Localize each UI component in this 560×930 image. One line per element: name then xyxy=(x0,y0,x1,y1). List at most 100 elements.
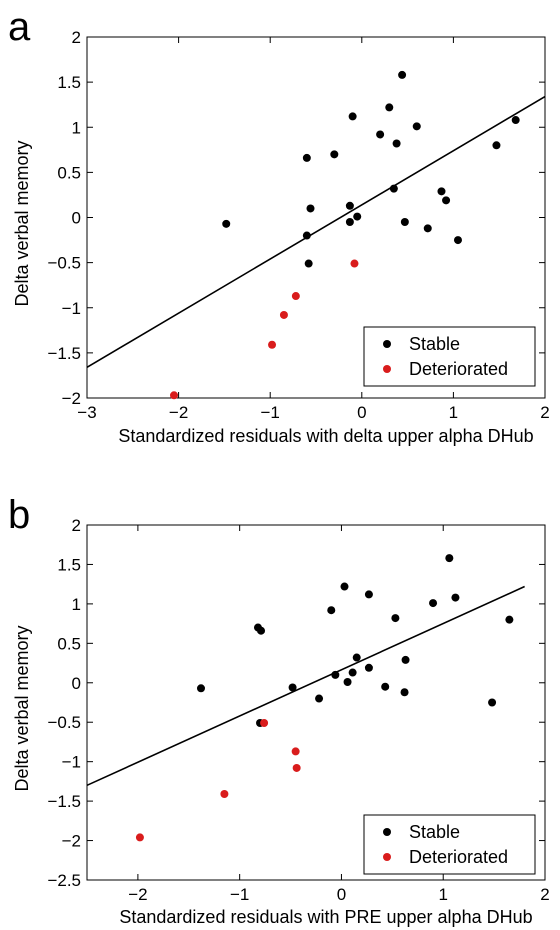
data-point-stable xyxy=(257,626,266,635)
x-tick-label: 2 xyxy=(540,885,549,904)
data-point-deteriorated xyxy=(268,340,277,349)
data-point-stable xyxy=(345,218,354,227)
y-tick-label: 0.5 xyxy=(57,634,81,653)
data-point-stable xyxy=(389,184,398,193)
data-point-stable xyxy=(453,236,462,245)
y-tick-label: 0 xyxy=(72,674,81,693)
legend: Stable Deteriorated xyxy=(363,814,536,875)
data-point-deteriorated xyxy=(170,391,179,400)
y-axis-label: Delta verbal memory xyxy=(12,625,32,791)
y-tick-label: 1.5 xyxy=(57,73,81,92)
y-tick-label: −1 xyxy=(62,753,81,772)
data-point-deteriorated xyxy=(291,747,300,756)
series-stable xyxy=(196,554,514,728)
data-point-stable xyxy=(353,212,362,221)
data-point-stable xyxy=(437,187,446,196)
regression-line xyxy=(87,585,525,787)
data-point-deteriorated xyxy=(135,833,144,842)
x-tick-label: 2 xyxy=(540,403,549,422)
data-point-stable xyxy=(302,231,311,240)
x-axis-label: Standardized residuals with PRE upper al… xyxy=(119,907,532,927)
panel-b: b −2 −1 0 1 2 −2.5 −2 −1.5 −1 −0.5 0 0.5 1 1.5 2 Standar… xyxy=(8,493,550,927)
y-tick-label: 1 xyxy=(72,595,81,614)
y-tick-label: 0.5 xyxy=(57,163,81,182)
y-tick-label: −1.5 xyxy=(47,344,81,363)
data-point-stable xyxy=(492,141,501,150)
panel-letter: a xyxy=(8,5,31,49)
panel-a: a−3 −2 −1 0 1 2−2−1.5−1−0.500.511.52Standardi… xyxy=(8,5,550,446)
data-point-stable xyxy=(304,259,313,268)
data-point-stable xyxy=(451,593,460,602)
y-tick-label: −1.5 xyxy=(47,792,81,811)
legend-label-stable: Stable xyxy=(409,822,460,842)
regression-line xyxy=(87,95,545,369)
legend-marker-stable xyxy=(383,340,391,348)
data-point-stable xyxy=(445,554,454,563)
x-tick-label: −2 xyxy=(169,403,188,422)
series-stable xyxy=(222,70,520,268)
y-tick-label: −1 xyxy=(62,299,81,318)
y-tick-label: 0 xyxy=(72,209,81,228)
data-point-stable xyxy=(488,698,497,707)
y-tick-label: 2 xyxy=(72,28,81,47)
data-point-stable xyxy=(412,122,421,131)
data-point-stable xyxy=(348,668,357,677)
data-point-stable xyxy=(400,688,409,697)
x-tick-label: −2 xyxy=(128,885,147,904)
data-point-stable xyxy=(330,150,339,159)
x-tick-label: 0 xyxy=(337,885,346,904)
legend-label-deteriorated: Deteriorated xyxy=(409,847,508,867)
data-point-stable xyxy=(364,663,373,672)
y-tick-label: −2 xyxy=(62,389,81,408)
data-point-stable xyxy=(302,153,311,162)
data-point-stable xyxy=(505,615,514,624)
series-deteriorated xyxy=(135,719,301,842)
data-point-stable xyxy=(364,590,373,599)
legend-label-deteriorated: Deteriorated xyxy=(409,359,508,379)
y-axis-label: Delta verbal memory xyxy=(12,140,32,306)
x-axis-label: Standardized residuals with delta upper … xyxy=(118,426,533,446)
x-tick-label: 1 xyxy=(438,885,447,904)
data-point-stable xyxy=(385,103,394,112)
legend-box xyxy=(363,814,536,875)
y-tick-label: 1 xyxy=(72,118,81,137)
data-point-stable xyxy=(196,684,205,693)
y-tick-label: −2 xyxy=(62,832,81,851)
data-point-stable xyxy=(306,204,315,213)
x-tick-label: −1 xyxy=(230,885,249,904)
data-point-stable xyxy=(345,201,354,210)
legend-box xyxy=(363,326,536,387)
data-point-stable xyxy=(429,599,438,608)
x-tick-label: −1 xyxy=(261,403,280,422)
data-point-stable xyxy=(391,614,400,623)
legend-label-stable: Stable xyxy=(409,334,460,354)
series-deteriorated xyxy=(170,259,359,400)
data-point-stable xyxy=(288,683,297,692)
data-point-deteriorated xyxy=(260,719,269,728)
data-point-stable xyxy=(352,653,361,662)
data-point-stable xyxy=(423,224,432,233)
legend-marker-stable xyxy=(383,828,391,836)
data-point-stable xyxy=(315,694,324,703)
data-point-deteriorated xyxy=(220,790,229,799)
x-tick-label: 0 xyxy=(357,403,366,422)
data-point-stable xyxy=(222,219,231,228)
data-point-deteriorated xyxy=(291,292,300,301)
data-point-stable xyxy=(327,606,336,615)
y-tick-label: 2 xyxy=(72,516,81,535)
data-point-deteriorated xyxy=(292,763,301,772)
y-tick-label: −0.5 xyxy=(47,254,81,273)
data-point-stable xyxy=(392,139,401,148)
data-point-stable xyxy=(511,116,520,125)
data-point-stable xyxy=(331,670,340,679)
data-point-deteriorated xyxy=(279,310,288,319)
legend: Stable Deteriorated xyxy=(363,326,536,387)
axes-frame xyxy=(86,524,546,881)
data-point-stable xyxy=(343,677,352,686)
data-point-stable xyxy=(340,582,349,591)
legend-marker-deteriorated xyxy=(383,853,391,861)
data-point-stable xyxy=(442,196,451,205)
x-tick-label: 1 xyxy=(449,403,458,422)
data-point-stable xyxy=(381,682,390,691)
